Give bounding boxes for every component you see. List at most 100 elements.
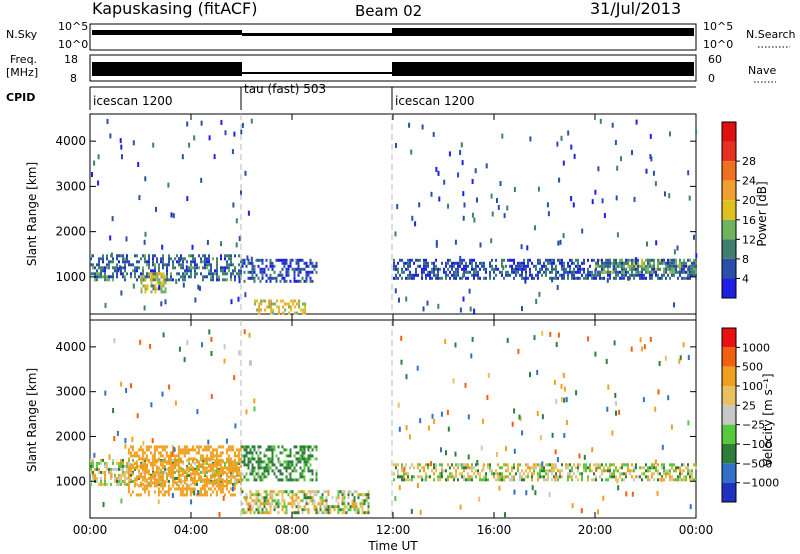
echo-cell <box>269 448 272 452</box>
echo-cell <box>479 478 481 482</box>
echo-cell <box>281 445 284 449</box>
echo-cell <box>157 466 160 470</box>
echo-cell <box>281 276 284 280</box>
echo-cell <box>563 267 565 271</box>
echo-cell <box>269 508 272 512</box>
echo-cell <box>313 264 316 268</box>
echo-cell <box>453 466 455 470</box>
echo-cell <box>149 445 152 449</box>
echo-cell <box>481 264 483 268</box>
echo-cell <box>230 473 232 477</box>
echo-cell <box>297 457 300 461</box>
echo-cell <box>143 484 146 488</box>
echo-speckle <box>394 231 397 237</box>
echo-cell <box>201 487 204 491</box>
echo-cell <box>289 478 292 482</box>
echo-cell <box>257 264 260 268</box>
echo-cell <box>164 281 167 285</box>
echo-cell <box>325 505 328 509</box>
echo-speckle <box>167 182 170 188</box>
echo-cell <box>491 469 493 473</box>
echo-cell <box>209 457 212 461</box>
echo-cell <box>329 508 332 512</box>
echo-cell <box>297 267 300 271</box>
echo-cell <box>259 493 262 497</box>
x-tick-label: 00:00 <box>679 523 714 537</box>
echo-cell <box>243 279 246 283</box>
echo-cell <box>243 511 246 515</box>
echo-cell <box>609 258 611 262</box>
echo-cell <box>167 490 170 494</box>
echo-cell <box>537 270 539 274</box>
nsky-trace <box>92 30 242 35</box>
echo-cell <box>241 502 244 506</box>
echo-cell <box>285 454 288 458</box>
echo-cell <box>687 469 689 473</box>
echo-cell <box>249 490 252 494</box>
echo-cell <box>477 276 479 280</box>
echo-cell <box>405 472 407 476</box>
echo-cell <box>139 472 142 476</box>
echo-cell <box>311 469 314 473</box>
echo-cell <box>206 470 208 474</box>
echo-speckle <box>563 386 566 392</box>
echo-speckle <box>124 443 127 449</box>
echo-speckle <box>594 268 597 274</box>
echo-speckle <box>218 511 221 517</box>
echo-cell <box>275 279 278 283</box>
echo-cell <box>587 273 589 277</box>
echo-cell <box>92 461 94 465</box>
echo-cell <box>170 275 172 279</box>
echo-cell <box>601 469 603 473</box>
echo-cell <box>659 261 661 265</box>
echo-cell <box>467 270 469 274</box>
echo-speckle <box>194 297 197 303</box>
echo-cell <box>245 454 248 458</box>
echo-cell <box>134 269 136 273</box>
echo-cell <box>541 273 543 277</box>
echo-cell <box>258 305 261 309</box>
echo-cell <box>102 470 104 474</box>
echo-cell <box>185 490 188 494</box>
echo-cell <box>393 267 395 271</box>
echo-cell <box>689 475 691 479</box>
echo-cell <box>309 493 312 497</box>
echo-cell <box>173 460 176 464</box>
echo-cell <box>145 445 148 449</box>
echo-cell <box>154 272 156 276</box>
echo-cell <box>655 270 657 274</box>
echo-speckle <box>196 467 199 473</box>
echo-cell <box>239 448 242 452</box>
echo-cell <box>191 487 194 491</box>
echo-cell <box>433 463 435 467</box>
echo-cell <box>273 276 276 280</box>
echo-cell <box>271 463 274 467</box>
echo-cell <box>447 478 449 482</box>
echo-cell <box>296 302 299 306</box>
echo-cell <box>293 502 296 506</box>
echo-cell <box>90 263 92 267</box>
echo-speckle <box>210 394 213 399</box>
echo-cell <box>587 466 589 470</box>
echo-cell <box>295 499 298 503</box>
echo-cell <box>190 467 192 471</box>
echo-cell <box>148 476 150 480</box>
echo-cell <box>523 472 525 476</box>
echo-cell <box>537 463 539 467</box>
echo-cell <box>299 445 302 449</box>
echo-cell <box>675 267 677 271</box>
echo-cell <box>231 466 234 470</box>
echo-cell <box>693 273 695 277</box>
power-colorbar-label: Power [dB] <box>755 181 769 246</box>
echo-cell <box>132 458 134 462</box>
echo-cell <box>287 264 290 268</box>
echo-cell <box>251 466 254 470</box>
echo-cell <box>199 478 202 482</box>
echo-cell <box>615 469 617 473</box>
echo-cell <box>663 267 665 271</box>
echo-cell <box>307 445 310 449</box>
echo-speckle <box>220 241 222 247</box>
echo-cell <box>423 267 425 271</box>
echo-cell <box>599 264 601 268</box>
echo-cell <box>451 267 453 271</box>
